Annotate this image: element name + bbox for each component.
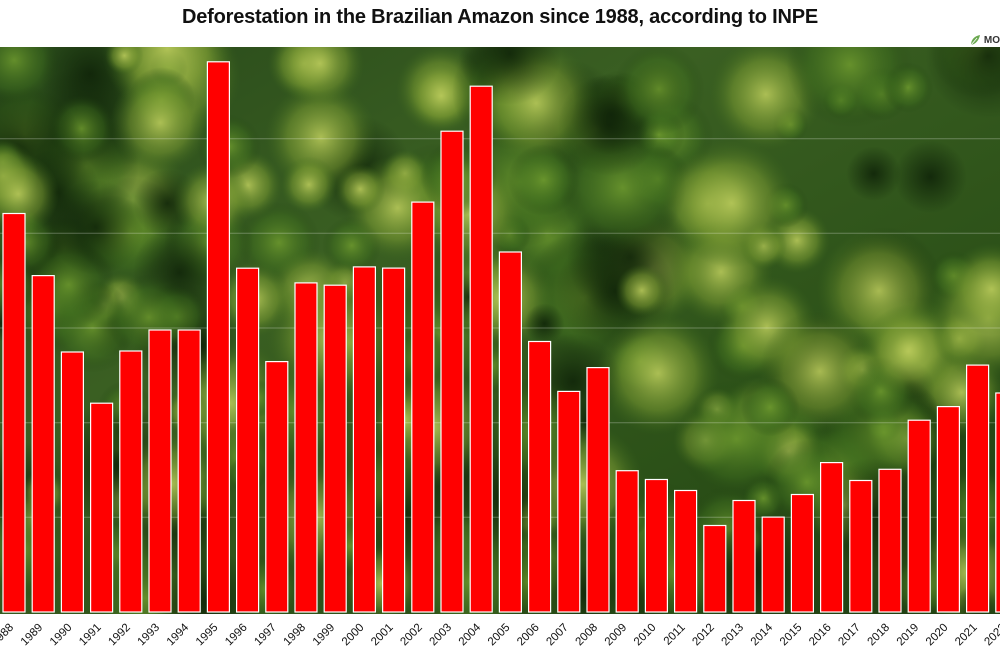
bar-2012 — [703, 524, 727, 613]
x-tick-label-2002: 2002 — [398, 622, 425, 649]
x-tick-label-1989: 1989 — [19, 622, 46, 649]
x-tick-label-1996: 1996 — [223, 622, 250, 649]
chart-title: Deforestation in the Brazilian Amazon si… — [181, 6, 818, 28]
x-tick-label-2005: 2005 — [486, 622, 513, 649]
bar-1988 — [2, 212, 26, 613]
bar-2004 — [469, 85, 493, 613]
brand-logo: MO — [969, 33, 1000, 47]
bar-2013 — [732, 499, 756, 613]
bar-1998 — [294, 282, 318, 613]
bar-1995 — [206, 61, 230, 613]
bar-1994 — [177, 329, 201, 613]
x-tick-label-2019: 2019 — [895, 622, 922, 649]
x-tick-label-2009: 2009 — [603, 622, 630, 649]
bar-2007 — [557, 390, 581, 613]
x-tick-label-1994: 1994 — [165, 621, 192, 648]
bar-2022 — [995, 392, 1000, 613]
bar-2017 — [849, 479, 873, 613]
brand-label: MO — [983, 34, 1000, 46]
x-tick-label-2003: 2003 — [428, 622, 455, 649]
x-tick-label-2018: 2018 — [866, 622, 893, 649]
bar-2021 — [965, 364, 990, 613]
x-tick-label-2021: 2021 — [953, 622, 980, 649]
bar-1996 — [236, 267, 260, 613]
bar-2010 — [644, 478, 669, 613]
bar-2019 — [907, 419, 931, 613]
bar-1990 — [60, 351, 85, 613]
bar-1993 — [148, 329, 172, 613]
x-tick-label-2013: 2013 — [720, 622, 747, 649]
x-tick-label-1993: 1993 — [136, 622, 163, 649]
x-tick-label-2001: 2001 — [369, 622, 396, 649]
x-tick-label-2014: 2014 — [749, 621, 776, 648]
bar-2018 — [878, 468, 902, 613]
x-tick-label-1997: 1997 — [252, 622, 279, 649]
bar-2008 — [586, 367, 610, 613]
bar-1999 — [323, 284, 347, 613]
x-tick-label-2007: 2007 — [544, 622, 571, 649]
bar-2005 — [498, 251, 522, 613]
leaf-icon — [970, 35, 980, 46]
x-tick-label-2012: 2012 — [690, 622, 717, 649]
x-tick-label-2000: 2000 — [340, 622, 367, 649]
bars — [2, 61, 1000, 613]
x-tick-label-2011: 2011 — [662, 622, 688, 648]
x-tick-label-2022: 2022 — [982, 622, 1000, 649]
x-tick-label-1991: 1991 — [77, 622, 104, 649]
x-tick-label-2020: 2020 — [924, 622, 951, 649]
x-tick-label-1990: 1990 — [48, 622, 75, 649]
bar-2001 — [382, 267, 406, 613]
bar-2015 — [790, 493, 815, 613]
bar-2014 — [761, 516, 785, 613]
x-tick-label-1992: 1992 — [106, 622, 133, 649]
x-tick-label-2017: 2017 — [836, 622, 863, 649]
bar-2016 — [819, 462, 844, 613]
x-tick-label-2010: 2010 — [632, 622, 659, 649]
bar-2003 — [440, 130, 464, 613]
bar-2000 — [352, 266, 376, 613]
x-tick-label-2015: 2015 — [778, 622, 805, 649]
x-tick-label-1998: 1998 — [282, 622, 309, 649]
bar-1991 — [89, 402, 114, 613]
bar-2002 — [411, 201, 435, 613]
x-tick-label-1999: 1999 — [311, 622, 338, 649]
bar-2006 — [527, 340, 552, 613]
x-tick-label-2016: 2016 — [807, 622, 834, 649]
bar-2011 — [673, 489, 698, 613]
x-tick-label-2006: 2006 — [515, 622, 542, 649]
x-tick-label-1995: 1995 — [194, 622, 221, 649]
x-tick-label-2008: 2008 — [574, 622, 601, 649]
x-axis-tick-labels: 1988 1989 1990 1991 1992 1993 1994 1995 1996 1997… — [0, 621, 1000, 648]
bar-2009 — [615, 470, 639, 613]
bar-1997 — [265, 361, 289, 613]
bar-1992 — [119, 350, 143, 613]
bar-2020 — [936, 406, 961, 613]
x-tick-label-2004: 2004 — [457, 621, 484, 648]
x-tick-label-1988: 1988 — [0, 622, 16, 649]
bar-1989 — [31, 275, 55, 613]
